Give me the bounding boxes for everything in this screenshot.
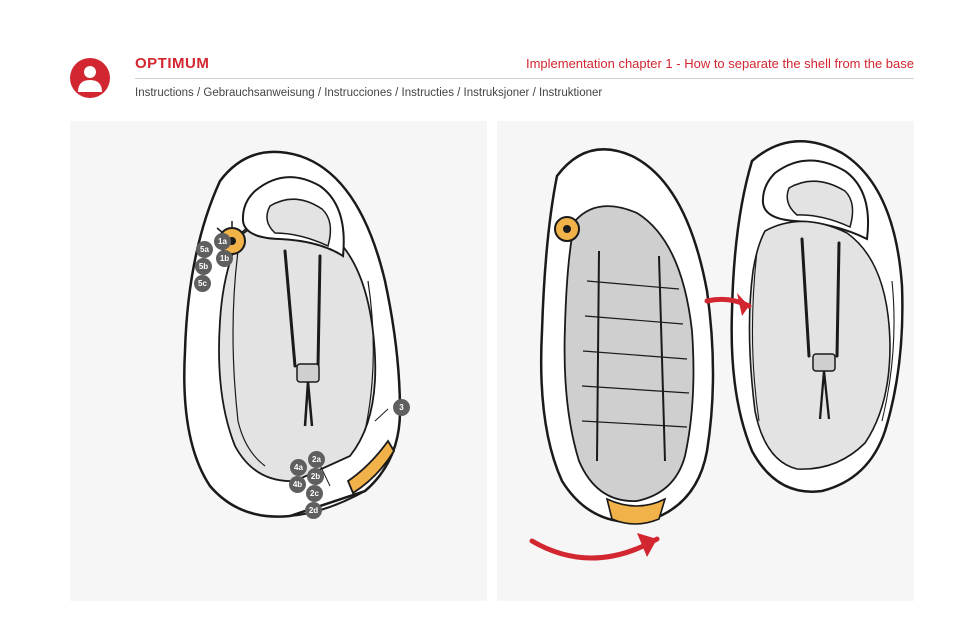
person-icon: [70, 58, 110, 98]
callout-5c: 5c: [194, 275, 211, 292]
product-name: OPTIMUM: [135, 55, 209, 72]
callout-4b: 4b: [289, 476, 306, 493]
callout-2c: 2c: [306, 485, 323, 502]
callout-2b: 2b: [307, 468, 324, 485]
callout-2d: 2d: [305, 502, 322, 519]
seat-separated-illustration: [497, 121, 917, 601]
illustration-panels: 1a1b5a5b5c 3 2a2b2c2d 4a4b: [0, 99, 954, 601]
language-list: Instructions / Gebrauchsanweisung / Inst…: [135, 87, 914, 99]
page-header: OPTIMUM Implementation chapter 1 - How t…: [0, 0, 954, 99]
callout-5b: 5b: [195, 258, 212, 275]
chapter-title: Implementation chapter 1 - How to separa…: [526, 56, 914, 71]
callout-1b: 1b: [216, 250, 233, 267]
panel-assembled-seat: 1a1b5a5b5c 3 2a2b2c2d 4a4b: [70, 121, 487, 601]
seat-assembled-illustration: [70, 121, 490, 601]
callout-4a: 4a: [290, 459, 307, 476]
title-row: OPTIMUM Implementation chapter 1 - How t…: [135, 55, 914, 79]
callout-1a: 1a: [214, 233, 231, 250]
callout-3: 3: [393, 399, 410, 416]
callout-5a: 5a: [196, 241, 213, 258]
panel-separated-seat: [497, 121, 914, 601]
separation-arrow-bottom: [532, 533, 657, 558]
callout-2a: 2a: [308, 451, 325, 468]
